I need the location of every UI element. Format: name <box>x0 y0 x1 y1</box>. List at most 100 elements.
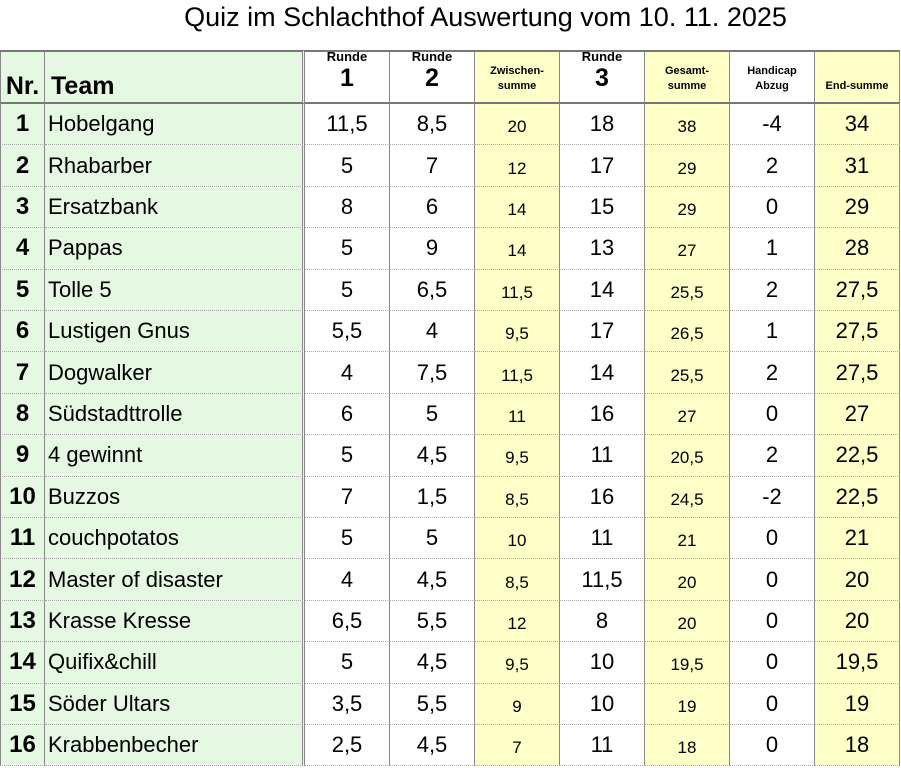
rank: 14 <box>0 642 45 684</box>
team-name: Söder Ultars <box>45 683 305 725</box>
score: 5,5 <box>305 311 390 353</box>
rank: 2 <box>0 145 45 187</box>
score: 5,5 <box>390 600 475 643</box>
header-cell: Nr. <box>0 50 45 104</box>
rank: 3 <box>0 186 45 229</box>
score: 5 <box>305 518 390 560</box>
score: 0 <box>730 186 815 229</box>
header-text: 3 <box>595 64 609 92</box>
score: 24,5 <box>645 476 730 518</box>
score: 11,5 <box>475 269 560 311</box>
score: 0 <box>730 600 815 643</box>
header-text: End-summe <box>825 80 889 92</box>
score: 27,5 <box>815 311 900 353</box>
header-text: Runde <box>411 50 453 64</box>
score: 4,5 <box>390 559 475 601</box>
header-cell: Runde 1 <box>305 50 390 104</box>
score: 17 <box>560 145 645 187</box>
score: 20 <box>645 600 730 643</box>
title: Quiz im Schlachthof Auswertung vom 10. 1… <box>184 2 787 32</box>
score: 9,5 <box>475 435 560 477</box>
team-name: 4 gewinnt <box>45 435 305 477</box>
score: 19,5 <box>645 642 730 684</box>
score: 7 <box>305 476 390 518</box>
score: 1,5 <box>390 476 475 518</box>
team-name: Lustigen Gnus <box>45 311 305 353</box>
score: 11,5 <box>475 352 560 394</box>
score: -2 <box>730 476 815 518</box>
score: 6 <box>390 186 475 229</box>
score: 4,5 <box>390 725 475 767</box>
header-text: Handicap <box>747 65 797 77</box>
score: 20 <box>815 600 900 643</box>
score: 19 <box>815 683 900 725</box>
score: 20 <box>815 559 900 601</box>
score: 7 <box>475 725 560 767</box>
score: 21 <box>645 518 730 560</box>
rank: 4 <box>0 228 45 270</box>
score: 20 <box>645 559 730 601</box>
rank: 9 <box>0 435 45 477</box>
rank: 15 <box>0 683 45 725</box>
score: 10 <box>560 642 645 684</box>
score: 14 <box>560 352 645 394</box>
score: 26,5 <box>645 311 730 353</box>
header-cell: Runde 2 <box>390 50 475 104</box>
team-name: Buzzos <box>45 476 305 518</box>
team-name: Krasse Kresse <box>45 600 305 643</box>
team-name: couchpotatos <box>45 518 305 560</box>
score: 15 <box>560 186 645 229</box>
score: 8,5 <box>475 476 560 518</box>
score: 11 <box>560 518 645 560</box>
score: 14 <box>475 186 560 229</box>
score: 13 <box>560 228 645 270</box>
score: 2 <box>730 145 815 187</box>
header-cell: Runde 3 <box>560 50 645 104</box>
score: 1 <box>730 228 815 270</box>
score: 38 <box>645 104 730 146</box>
score: 14 <box>560 269 645 311</box>
score: 4 <box>305 559 390 601</box>
header-text: 1 <box>340 64 354 92</box>
score: 0 <box>730 559 815 601</box>
score: 11 <box>560 725 645 767</box>
score: 29 <box>645 145 730 187</box>
score: 4 <box>390 311 475 353</box>
score: 9 <box>475 683 560 725</box>
score: 0 <box>730 642 815 684</box>
team-name: Dogwalker <box>45 352 305 394</box>
header-text: Runde <box>326 50 368 64</box>
score: 7,5 <box>390 352 475 394</box>
score: 25,5 <box>645 269 730 311</box>
header-cell: Handicap Abzug <box>730 50 815 104</box>
score: 20,5 <box>645 435 730 477</box>
score: 16 <box>560 476 645 518</box>
rank: 7 <box>0 352 45 394</box>
score: 12 <box>475 600 560 643</box>
rank: 6 <box>0 311 45 353</box>
score: 4,5 <box>390 435 475 477</box>
score: 27,5 <box>815 352 900 394</box>
score: 6,5 <box>390 269 475 311</box>
score: 10 <box>475 518 560 560</box>
score: 27,5 <box>815 269 900 311</box>
score: 18 <box>645 725 730 767</box>
score: 3,5 <box>305 683 390 725</box>
score: 1 <box>730 311 815 353</box>
score: 21 <box>815 518 900 560</box>
team-name: Quifix&chill <box>45 642 305 684</box>
score: 5 <box>305 642 390 684</box>
score: 0 <box>730 393 815 436</box>
header-text: Abzug <box>755 80 789 92</box>
score: 27 <box>645 228 730 270</box>
score: 5,5 <box>390 683 475 725</box>
header-cell: Zwischen-summe <box>475 50 560 104</box>
team-name: Rhabarber <box>45 145 305 187</box>
rank: 8 <box>0 393 45 436</box>
score: 19,5 <box>815 642 900 684</box>
score: 5 <box>305 435 390 477</box>
score: 29 <box>815 186 900 229</box>
rank: 12 <box>0 559 45 601</box>
team-name: Tolle 5 <box>45 269 305 311</box>
score: 8 <box>560 600 645 643</box>
